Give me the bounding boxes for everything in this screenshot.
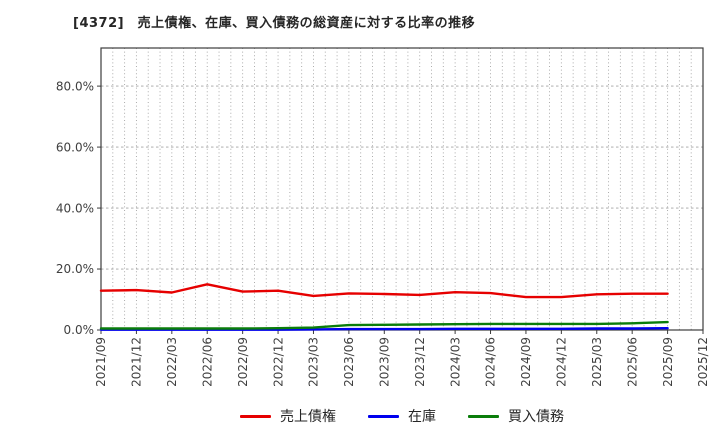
x-tick-label: 2024/12: [555, 337, 569, 387]
x-tick-label: 2025/09: [661, 337, 675, 387]
y-tick-label: 60.0%: [56, 140, 94, 154]
x-tick-label: 2023/12: [413, 337, 427, 387]
x-tick-label: 2025/03: [590, 337, 604, 387]
y-tick-label: 80.0%: [56, 79, 94, 93]
x-tick-label: 2024/09: [519, 337, 533, 387]
series-line-買入債務: [99, 320, 669, 330]
blue-line-icon: [368, 414, 399, 418]
legend-label: 売上債権: [280, 409, 336, 425]
legend-item-zaiko: 在庫: [368, 406, 436, 426]
y-tick-label: 40.0%: [56, 201, 94, 215]
green-line-icon: [468, 414, 499, 418]
x-tick-label: 2023/03: [307, 337, 321, 387]
x-tick-label: 2025/12: [696, 337, 710, 387]
x-tick-label: 2025/06: [625, 337, 639, 387]
x-tick-label: 2021/12: [130, 337, 144, 387]
chart-title: [4372] 売上債権、在庫、買入債務の総資産に対する比率の推移: [73, 16, 476, 31]
x-tick-label: 2022/03: [165, 337, 179, 387]
x-tick-label: 2022/12: [271, 337, 285, 387]
y-tick-label: 20.0%: [56, 262, 94, 276]
x-tick-label: 2022/06: [200, 337, 214, 387]
legend-label: 在庫: [408, 409, 436, 425]
x-tick-label: 2022/09: [236, 337, 250, 387]
series-line-売上債権: [99, 283, 669, 299]
x-tick-label: 2023/06: [342, 337, 356, 387]
x-tick-label: 2021/09: [94, 337, 108, 387]
chart-legend: 売上債権 在庫 買入債務: [101, 406, 703, 426]
x-tick-label: 2024/06: [484, 337, 498, 387]
legend-item-uriagesaiken: 売上債権: [240, 406, 336, 426]
x-tick-label: 2023/09: [377, 337, 391, 387]
x-tick-label: 2024/03: [448, 337, 462, 387]
red-line-icon: [240, 414, 271, 418]
series-line-在庫: [99, 327, 669, 331]
legend-item-kainyusaimu: 買入債務: [468, 406, 564, 426]
y-tick-label: 0.0%: [64, 323, 95, 337]
legend-label: 買入債務: [508, 409, 564, 425]
